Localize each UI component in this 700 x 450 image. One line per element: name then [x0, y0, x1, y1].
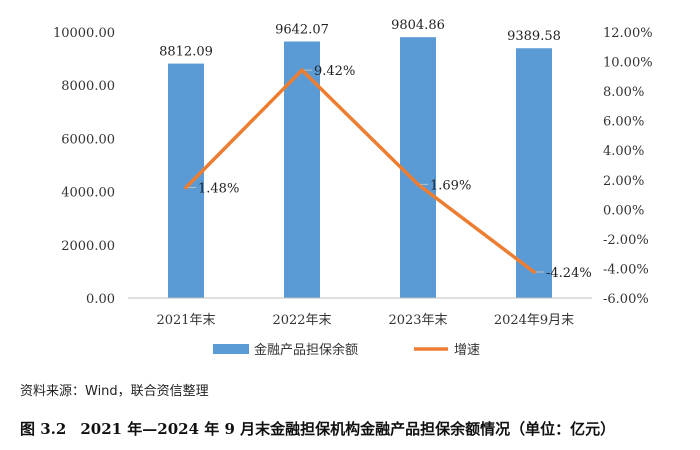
- y-left-tick-label: 6000.00: [61, 132, 115, 147]
- y-left-tick-label: 0.00: [86, 292, 115, 307]
- x-tick-label: 2024年9月末: [494, 313, 574, 328]
- growth-data-label: 1.69%: [430, 178, 471, 193]
- bar-data-label: 8812.09: [159, 45, 213, 60]
- growth-point: [416, 182, 420, 187]
- bar: [516, 48, 552, 299]
- y-left-tick-label: 2000.00: [61, 239, 115, 254]
- bar: [400, 37, 436, 298]
- y-left-tick-label: 4000.00: [61, 186, 115, 201]
- combo-chart: 0.00 2000.00 4000.00 6000.00 8000.00 10000.00…: [53, 18, 653, 358]
- growth-point: [184, 185, 188, 190]
- bar-data-label: 9804.86: [391, 18, 445, 33]
- bar: [168, 63, 204, 299]
- x-tick-label: 2021年末: [156, 313, 215, 328]
- y-right-tick-label: -2.00%: [603, 233, 649, 248]
- legend-label-bars: 金融产品担保余额: [254, 342, 358, 358]
- source-note: 资料来源：Wind，联合资信整理: [20, 384, 209, 399]
- growth-point: [532, 270, 536, 274]
- figure-number: 图 3.2: [20, 420, 67, 438]
- growth-data-label: -4.24%: [546, 266, 592, 281]
- bar-data-label: 9642.07: [275, 23, 329, 38]
- y-right-tick-label: 10.00%: [603, 56, 653, 71]
- x-tick-label: 2023年末: [388, 313, 447, 328]
- growth-data-label: 1.48%: [198, 181, 239, 196]
- legend-swatch-bars: [213, 344, 249, 354]
- growth-point: [300, 68, 304, 72]
- growth-data-label: 9.42%: [314, 64, 355, 79]
- y-right-tick-label: 4.00%: [603, 144, 644, 159]
- x-tick-label: 2022年末: [272, 313, 331, 328]
- legend-label-line: 增速: [454, 343, 480, 358]
- y-right-tick-label: 6.00%: [603, 115, 644, 130]
- y-right-tick-label: -4.00%: [603, 262, 649, 277]
- y-right-tick-label: 0.00%: [603, 203, 644, 218]
- y-right-tick-label: 8.00%: [603, 85, 644, 100]
- y-right-tick-label: 2.00%: [603, 174, 644, 189]
- bar-data-label: 9389.58: [507, 29, 561, 44]
- bar: [284, 41, 320, 299]
- caption-text: 2021 年—2024 年 9 月末金融担保机构金融产品担保余额情况（单位：亿元…: [80, 420, 616, 438]
- y-right-tick-label: -6.00%: [603, 292, 649, 307]
- y-left-tick-label: 10000.00: [53, 26, 115, 41]
- growth-line: [184, 68, 536, 274]
- y-right-tick-label: 12.00%: [603, 26, 653, 41]
- y-left-tick-label: 8000.00: [61, 79, 115, 94]
- figure-caption: 图 3.2 2021 年—2024 年 9 月末金融担保机构金融产品担保余额情况（…: [20, 418, 615, 439]
